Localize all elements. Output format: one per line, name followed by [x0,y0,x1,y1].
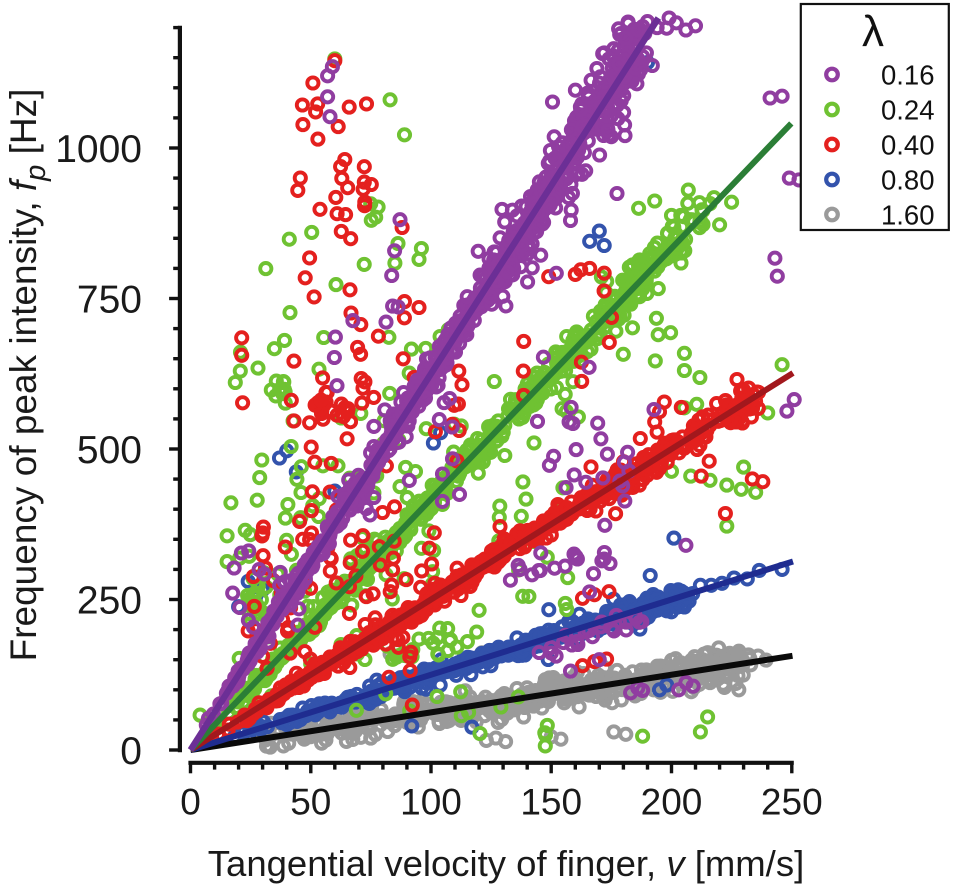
svg-text:250: 250 [77,580,142,623]
svg-text:250: 250 [761,782,823,823]
svg-text:100: 100 [400,782,462,823]
svg-text:Tangential velocity of finger,: Tangential velocity of finger, v [mm/s] [208,843,804,884]
svg-text:1.60: 1.60 [881,200,935,231]
svg-text:150: 150 [520,782,582,823]
svg-text:50: 50 [290,782,331,823]
svg-text:500: 500 [77,429,142,472]
svg-text:200: 200 [641,782,703,823]
svg-text:0.24: 0.24 [881,95,935,126]
svg-text:0: 0 [120,730,142,773]
svg-text:0.16: 0.16 [881,60,935,91]
svg-text:0.80: 0.80 [881,165,935,196]
svg-text:750: 750 [77,279,142,322]
svg-text:1000: 1000 [55,128,142,171]
svg-text:λ: λ [862,7,884,56]
svg-text:0.40: 0.40 [881,130,935,161]
svg-text:0: 0 [180,782,201,823]
